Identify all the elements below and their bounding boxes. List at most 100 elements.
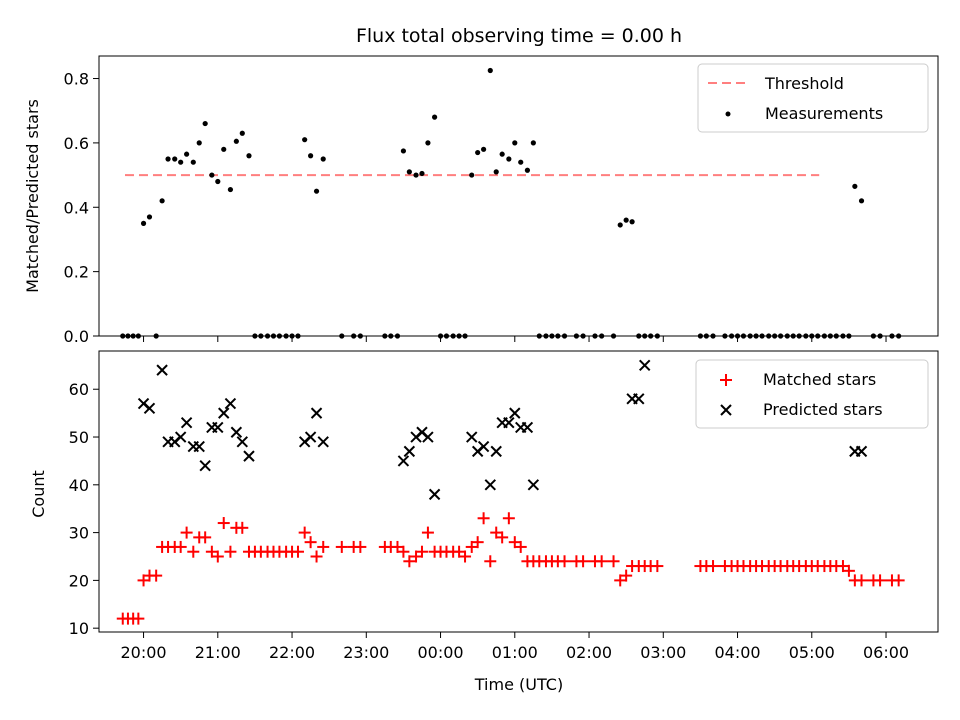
matched-star-point	[317, 540, 330, 553]
bottom-tick-layer: 10 20 30 40 50 60 20:00 21:00 22:00 23:00 00:00 01:…	[69, 380, 909, 662]
measurement-point	[419, 170, 425, 177]
predicted-star-point	[521, 421, 534, 434]
matched-star-point	[595, 555, 608, 568]
top-chart-title: Flux total observing time = 0.00 h	[356, 25, 682, 47]
predicted-star-point	[490, 445, 502, 458]
bottom-x-tick-label: 05:00	[789, 643, 835, 662]
measurement-point	[623, 217, 629, 223]
bottom-plot-frame	[98, 350, 939, 633]
matched-star-point	[484, 555, 497, 568]
bottom-x-tick-label: 21:00	[195, 643, 241, 662]
measurement-point	[320, 156, 326, 162]
predicted-star-point	[403, 445, 416, 458]
bottom-x-tick-label: 02:00	[566, 643, 612, 662]
matched-star-point	[187, 545, 200, 558]
predicted-star-point	[527, 479, 540, 491]
matched-star-point	[874, 574, 887, 587]
measurement-point	[518, 159, 524, 165]
predicted-star-point	[633, 393, 645, 405]
predicted-star-point	[428, 488, 441, 501]
measurement-point	[499, 151, 505, 157]
measurement-point	[524, 167, 531, 173]
bottom-y-tick-label: 60	[69, 380, 89, 399]
bottom-y-tick-label: 30	[69, 524, 89, 543]
measurement-point	[506, 156, 512, 162]
measurement-point	[178, 159, 184, 165]
top-plot-frame	[98, 55, 939, 337]
measurement-point	[215, 178, 221, 185]
measurement-point	[617, 222, 623, 228]
matched-star-point	[304, 536, 317, 549]
measurement-point	[184, 151, 190, 157]
measurement-point	[209, 172, 215, 178]
measurement-point	[202, 120, 208, 127]
legend-matched-swatch	[720, 374, 732, 386]
measurement-point	[469, 172, 475, 178]
matched-star-point	[224, 545, 237, 558]
measurement-point	[858, 198, 865, 204]
measurement-point	[530, 140, 536, 146]
bottom-x-tick-label: 03:00	[640, 643, 686, 662]
measurement-point	[239, 130, 245, 136]
measurement-point	[227, 186, 234, 193]
predicted-star-point	[230, 426, 243, 438]
measurement-point	[302, 137, 308, 143]
measurement-point	[852, 183, 858, 189]
predicted-star-point	[218, 407, 230, 419]
bottom-legend: Matched stars Predicted stars	[695, 359, 929, 429]
legend-measurements-swatch	[725, 111, 731, 117]
matched-star-point	[477, 512, 490, 525]
bottom-x-tick-label: 20:00	[120, 643, 166, 662]
top-y-tick-label: 0.8	[64, 70, 89, 89]
measurement-point	[629, 219, 635, 225]
bottom-y-tick-label: 20	[69, 571, 89, 590]
legend-threshold-label: Threshold	[764, 74, 844, 93]
matched-star-point	[397, 545, 410, 558]
bottom-x-tick-label: 06:00	[863, 643, 909, 662]
top-points-layer	[120, 67, 902, 339]
predicted-star-point	[143, 402, 156, 415]
predicted-star-point	[212, 421, 224, 434]
predicted-star-point	[310, 407, 323, 419]
measurement-point	[159, 198, 165, 204]
matched-star-point	[132, 612, 145, 625]
matched-star-point	[892, 574, 905, 587]
matched-star-point	[150, 569, 163, 582]
measurement-point	[313, 188, 320, 194]
measurement-point	[221, 146, 227, 152]
measurement-point	[140, 220, 147, 226]
top-legend: Threshold Measurements	[697, 63, 929, 133]
measurement-point	[512, 140, 518, 146]
measurement-point	[196, 140, 202, 146]
predicted-star-point	[422, 431, 434, 443]
bottom-y-tick-label: 40	[69, 476, 89, 495]
bottom-points-layer	[116, 359, 905, 625]
predicted-star-point	[180, 416, 193, 429]
matched-star-point	[496, 531, 509, 544]
top-y-tick-label: 0.0	[64, 327, 89, 346]
matched-star-point	[577, 555, 590, 568]
measurement-point	[246, 153, 252, 159]
matched-star-point	[558, 555, 571, 568]
measurement-point	[493, 169, 499, 175]
matched-star-point	[335, 540, 348, 553]
matched-star-point	[842, 564, 855, 577]
measurement-point	[487, 67, 493, 74]
matched-star-point	[403, 555, 416, 568]
measurement-point	[400, 148, 407, 154]
top-y-tick-label: 0.6	[64, 134, 89, 153]
predicted-star-point	[317, 436, 329, 448]
matched-star-point	[199, 531, 212, 544]
matched-star-point	[607, 555, 620, 568]
matched-star-point	[855, 574, 868, 587]
bottom-x-axis-label: Time (UTC)	[474, 675, 563, 694]
matched-star-point	[298, 526, 311, 539]
legend-predicted-swatch	[720, 404, 732, 416]
measurement-point	[425, 140, 431, 146]
predicted-star-point	[224, 397, 237, 410]
matched-star-point	[174, 540, 187, 553]
matched-star-point	[236, 521, 249, 534]
bottom-x-tick-label: 04:00	[714, 643, 760, 662]
measurement-point	[308, 153, 314, 159]
